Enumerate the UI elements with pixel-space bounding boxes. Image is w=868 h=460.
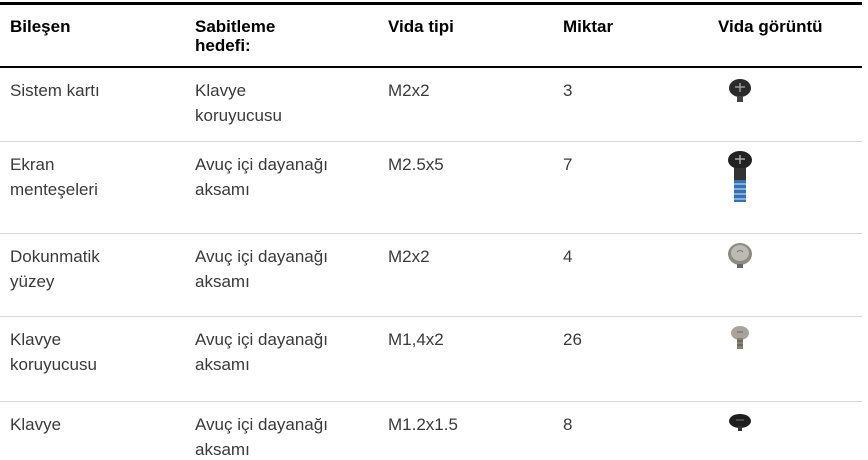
cell-line: 7 bbox=[563, 152, 708, 177]
table-cell: 3 bbox=[553, 67, 708, 142]
cell-line: Klavye bbox=[10, 327, 185, 352]
cell-line: M2x2 bbox=[388, 78, 553, 103]
cell-line: M1,4x2 bbox=[388, 327, 553, 352]
page: BileşenSabitlemehedefi:Vida tipiMiktarVi… bbox=[0, 0, 868, 460]
screw-icon bbox=[718, 240, 762, 300]
cell-line: Avuç içi dayanağı bbox=[195, 152, 378, 177]
cell-line: Vida tipi bbox=[388, 17, 553, 36]
cell-line: Avuç içi dayanağı bbox=[195, 327, 378, 352]
cell-line: Bileşen bbox=[10, 17, 185, 36]
cell-line: aksamı bbox=[195, 352, 378, 377]
cell-line: Dokunmatik bbox=[10, 244, 185, 269]
header-cell: Bileşen bbox=[0, 4, 185, 68]
cell-line: hedefi: bbox=[195, 36, 378, 55]
header-cell: Vida tipi bbox=[378, 4, 553, 68]
table-cell: 8 bbox=[553, 402, 708, 460]
cell-line: 26 bbox=[563, 327, 708, 352]
cell-line: aksamı bbox=[195, 269, 378, 294]
icon-cell bbox=[708, 402, 862, 460]
table-cell: M2x2 bbox=[378, 67, 553, 142]
table-cell: M2x2 bbox=[378, 234, 553, 317]
icon-cell bbox=[708, 317, 862, 402]
cell-line: M2.5x5 bbox=[388, 152, 553, 177]
table-cell: M2.5x5 bbox=[378, 142, 553, 234]
screw-icon bbox=[718, 74, 762, 134]
screw-table: BileşenSabitlemehedefi:Vida tipiMiktarVi… bbox=[0, 2, 862, 460]
cell-line: M2x2 bbox=[388, 244, 553, 269]
screw-icon bbox=[718, 323, 762, 383]
cell-line: Sistem kartı bbox=[10, 78, 185, 103]
cell-line: 8 bbox=[563, 412, 708, 437]
cell-line: Ekran bbox=[10, 152, 185, 177]
cell-line: M1.2x1.5 bbox=[388, 412, 553, 437]
table-cell: Klavye bbox=[0, 402, 185, 460]
cell-line: koruyucusu bbox=[195, 103, 378, 128]
icon-cell bbox=[708, 234, 862, 317]
icon-cell bbox=[708, 67, 862, 142]
cell-line: Miktar bbox=[563, 17, 708, 36]
screw-icon bbox=[718, 408, 762, 460]
header-cell: Miktar bbox=[553, 4, 708, 68]
cell-line: Sabitleme bbox=[195, 17, 378, 36]
cell-line: aksamı bbox=[195, 437, 378, 460]
table-cell: M1.2x1.5 bbox=[378, 402, 553, 460]
cell-line: yüzey bbox=[10, 269, 185, 294]
cell-line: aksamı bbox=[195, 177, 378, 202]
cell-line: Vida görüntü bbox=[718, 17, 862, 36]
cell-line: Klavye bbox=[10, 412, 185, 437]
table-cell: 4 bbox=[553, 234, 708, 317]
cell-line: menteşeleri bbox=[10, 177, 185, 202]
cell-line: 4 bbox=[563, 244, 708, 269]
cell-line: Klavye bbox=[195, 78, 378, 103]
header-cell: Vida görüntü bbox=[708, 4, 862, 68]
table-cell: M1,4x2 bbox=[378, 317, 553, 402]
screw-icon bbox=[718, 148, 762, 208]
cell-line: 3 bbox=[563, 78, 708, 103]
cell-line: Avuç içi dayanağı bbox=[195, 412, 378, 437]
icon-cell bbox=[708, 142, 862, 234]
table-cell: Sistem kartı bbox=[0, 67, 185, 142]
cell-line: koruyucusu bbox=[10, 352, 185, 377]
cell-line: Avuç içi dayanağı bbox=[195, 244, 378, 269]
table-cell: 7 bbox=[553, 142, 708, 234]
table-cell: 26 bbox=[553, 317, 708, 402]
